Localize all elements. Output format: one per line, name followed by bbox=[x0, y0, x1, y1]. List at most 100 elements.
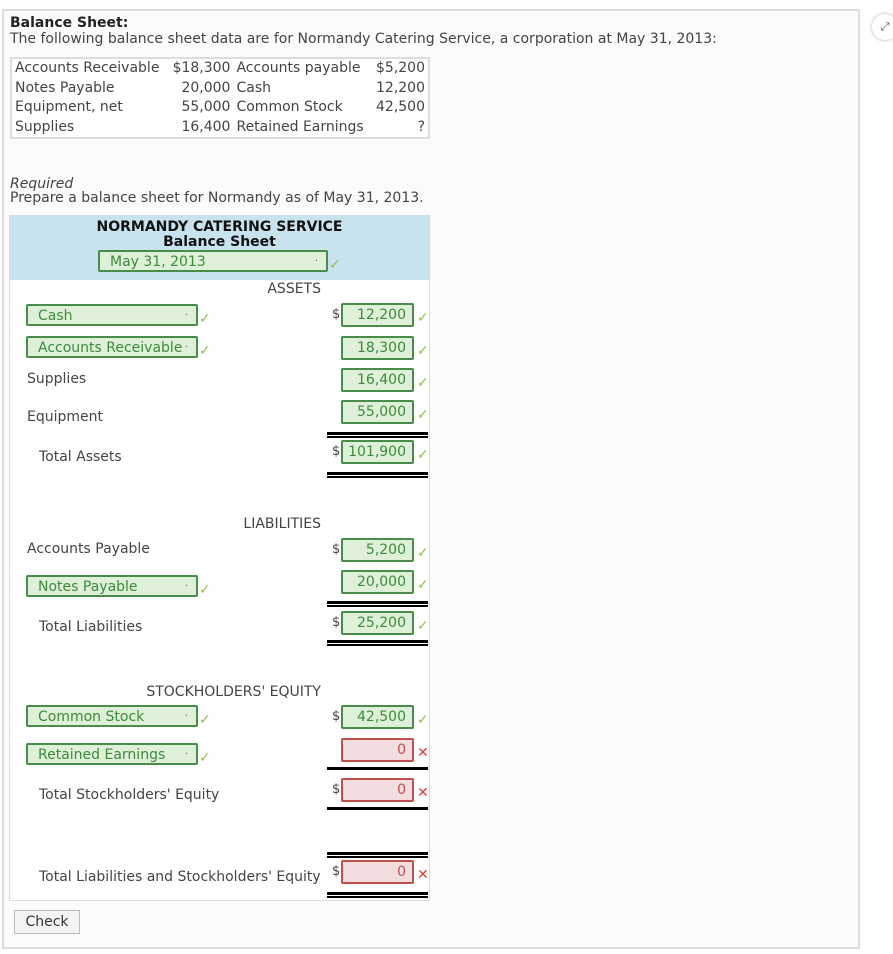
correct-check-icon: ✓ bbox=[199, 311, 211, 327]
total-liabilities-and-stockholders-equity-amount-input[interactable]: 0 bbox=[341, 860, 414, 884]
data-value: 16,400 bbox=[181, 118, 231, 135]
correct-check-icon: ✓ bbox=[417, 618, 429, 634]
dropdown-icon: · bbox=[184, 581, 188, 592]
check-button[interactable]: Check bbox=[14, 910, 80, 934]
double-underline bbox=[327, 601, 428, 607]
total-liabilities-and-stockholders-equity-label: Total Liabilities and Stockholders' Equi… bbox=[39, 869, 321, 885]
accounts-receivable-select[interactable]: Accounts Receivable · bbox=[26, 336, 198, 358]
dollar-sign: $ bbox=[332, 615, 341, 630]
correct-check-icon: ✓ bbox=[199, 712, 211, 728]
incorrect-x-icon: ✕ bbox=[417, 867, 429, 883]
dropdown-icon: · bbox=[314, 256, 318, 267]
retained-earnings-select[interactable]: Retained Earnings · bbox=[26, 743, 198, 765]
data-row: Accounts Receivable $18,300 Accounts payab… bbox=[11, 58, 429, 79]
dropdown-icon: · bbox=[184, 749, 188, 760]
problem-intro: The following balance sheet data are for… bbox=[10, 31, 717, 47]
required-label: Required bbox=[10, 176, 74, 192]
correct-check-icon: ✓ bbox=[417, 310, 429, 326]
retained-earnings-select-value: Retained Earnings bbox=[38, 747, 166, 763]
accounts-payable-amount-input[interactable]: 5,200 bbox=[341, 538, 414, 562]
double-underline bbox=[327, 640, 428, 646]
total-assets-label: Total Assets bbox=[39, 449, 122, 465]
incorrect-x-icon: ✕ bbox=[417, 785, 429, 801]
data-label: Accounts Receivable bbox=[15, 60, 160, 76]
dollar-sign: $ bbox=[332, 307, 341, 322]
problem-title: Balance Sheet: bbox=[10, 15, 129, 31]
common-stock-select-value: Common Stock bbox=[38, 709, 145, 725]
accounts-receivable-amount-input[interactable]: 18,300 bbox=[341, 336, 414, 360]
common-stock-amount-input[interactable]: 42,500 bbox=[341, 705, 414, 729]
double-underline bbox=[327, 432, 428, 438]
correct-check-icon: ✓ bbox=[417, 407, 429, 423]
total-assets-amount-input[interactable]: 101,900 bbox=[341, 440, 414, 464]
dollar-sign: $ bbox=[332, 542, 341, 557]
data-value: 55,000 bbox=[181, 99, 231, 115]
required-text: Prepare a balance sheet for Normandy as … bbox=[10, 190, 424, 206]
common-stock-select[interactable]: Common Stock · bbox=[26, 705, 198, 727]
notes-payable-select-value: Notes Payable bbox=[38, 579, 138, 595]
accounts-payable-label: Accounts Payable bbox=[27, 541, 150, 557]
dollar-sign: $ bbox=[332, 782, 341, 797]
double-underline bbox=[327, 472, 428, 478]
dollar-sign: $ bbox=[332, 444, 341, 459]
dropdown-icon: · bbox=[184, 711, 188, 722]
supplies-amount-input[interactable]: 16,400 bbox=[341, 368, 414, 392]
cash-select[interactable]: Cash · bbox=[26, 304, 198, 326]
company-name: NORMANDY CATERING SERVICE bbox=[96, 219, 343, 235]
data-value: $18,300 bbox=[172, 60, 231, 76]
correct-check-icon: ✓ bbox=[199, 582, 211, 598]
data-label: Accounts payable bbox=[236, 60, 361, 76]
total-stockholders-equity-amount-input[interactable]: 0 bbox=[341, 778, 414, 802]
notes-payable-select[interactable]: Notes Payable · bbox=[26, 575, 198, 597]
retained-earnings-amount-input[interactable]: 0 bbox=[341, 738, 414, 762]
section-liabilities: LIABILITIES bbox=[243, 516, 321, 532]
underline bbox=[327, 807, 428, 810]
data-value: $5,200 bbox=[376, 60, 425, 76]
data-value: ? bbox=[417, 118, 425, 135]
correct-check-icon: ✓ bbox=[199, 750, 211, 766]
accounts-receivable-select-value: Accounts Receivable bbox=[38, 340, 183, 356]
double-underline bbox=[327, 892, 428, 898]
dropdown-icon: · bbox=[184, 342, 188, 353]
data-row: Equipment, net 55,000 Common Stock 42,500 bbox=[11, 98, 429, 118]
equipment-amount-input[interactable]: 55,000 bbox=[341, 400, 414, 424]
data-label: Cash bbox=[236, 79, 271, 96]
correct-check-icon: ✓ bbox=[199, 343, 211, 359]
sheet-title: Balance Sheet bbox=[163, 234, 276, 250]
dropdown-icon: · bbox=[184, 310, 188, 321]
cash-amount-input[interactable]: 12,200 bbox=[341, 303, 414, 327]
data-value: 12,200 bbox=[376, 79, 425, 96]
supplies-label: Supplies bbox=[27, 371, 87, 387]
total-liabilities-label: Total Liabilities bbox=[39, 619, 143, 635]
incorrect-x-icon: ✕ bbox=[417, 745, 429, 761]
underline bbox=[327, 767, 428, 770]
data-label: Common Stock bbox=[236, 99, 343, 115]
data-row: Notes Payable 20,000 Cash 12,200 bbox=[11, 79, 429, 99]
section-assets: ASSETS bbox=[267, 281, 321, 297]
data-value: 42,500 bbox=[376, 99, 425, 115]
data-label: Notes Payable bbox=[15, 79, 115, 96]
date-select[interactable]: May 31, 2013 · bbox=[98, 250, 328, 272]
correct-check-icon: ✓ bbox=[417, 375, 429, 391]
total-stockholders-equity-label: Total Stockholders' Equity bbox=[39, 787, 220, 803]
correct-check-icon: ✓ bbox=[417, 712, 429, 728]
cash-select-value: Cash bbox=[38, 308, 73, 324]
date-value: May 31, 2013 bbox=[110, 254, 206, 270]
notes-payable-amount-input[interactable]: 20,000 bbox=[341, 570, 414, 594]
correct-check-icon: ✓ bbox=[329, 257, 341, 273]
data-row: Supplies 16,400 Retained Earnings? bbox=[11, 118, 429, 139]
data-label: Equipment, net bbox=[15, 99, 123, 115]
data-label: Retained Earnings bbox=[236, 118, 364, 135]
section-equity: STOCKHOLDERS' EQUITY bbox=[146, 684, 321, 700]
sheet-header: NORMANDY CATERING SERVICE Balance Sheet … bbox=[9, 215, 430, 280]
equipment-label: Equipment bbox=[27, 409, 103, 425]
total-liabilities-amount-input[interactable]: 25,200 bbox=[341, 611, 414, 635]
expand-icon[interactable]: ⤢ bbox=[872, 14, 893, 40]
correct-check-icon: ✓ bbox=[417, 343, 429, 359]
dollar-sign: $ bbox=[332, 709, 341, 724]
correct-check-icon: ✓ bbox=[417, 545, 429, 561]
dollar-sign: $ bbox=[332, 864, 341, 879]
correct-check-icon: ✓ bbox=[417, 447, 429, 463]
double-underline bbox=[327, 852, 428, 858]
given-data-table: Accounts Receivable $18,300 Accounts payab… bbox=[10, 57, 430, 139]
